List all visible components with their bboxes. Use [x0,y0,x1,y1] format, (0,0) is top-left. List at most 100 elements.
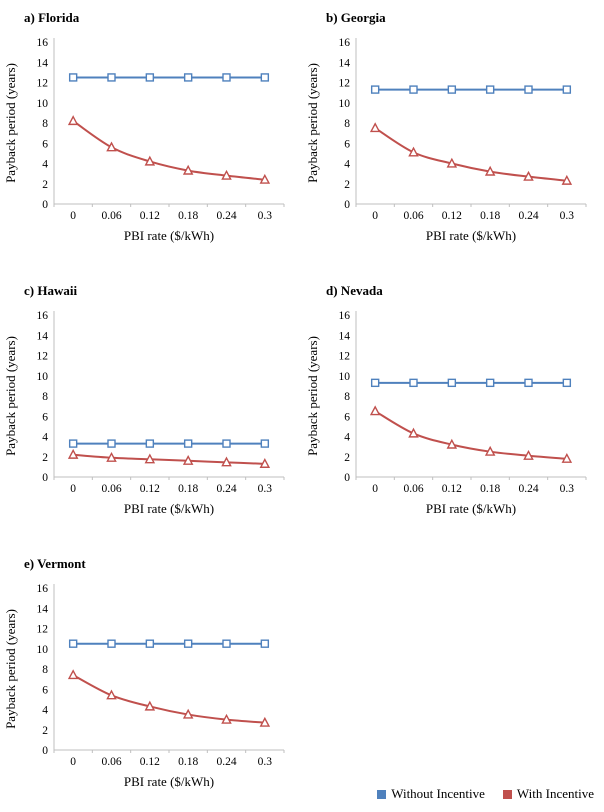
svg-text:0.12: 0.12 [140,210,160,222]
chart-plot-nevada: 0 2 4 6 8 10 12 14 16 0 0.06 0.12 0.18 0.24 0.3 PBI rat… [305,301,604,542]
svg-text:0.18: 0.18 [480,210,500,222]
svg-text:10: 10 [37,98,49,110]
chart-cell-vermont: e) Vermont 0 2 4 6 8 10 12 14 16 0 0.06 0.12 0.18 0.2… [0,546,302,812]
svg-text:12: 12 [339,351,351,363]
svg-text:0.24: 0.24 [518,483,538,495]
svg-text:0.12: 0.12 [442,210,462,222]
svg-text:0.06: 0.06 [403,210,423,222]
chart-cell-florida: a) Florida 0 2 4 6 8 10 12 14 16 0 0.06 0.12 0.18 0.2… [0,0,302,273]
svg-text:6: 6 [344,411,350,423]
svg-text:16: 16 [37,583,49,595]
legend-item-with-incentive: With Incentive [502,786,594,802]
svg-text:0.24: 0.24 [216,756,236,768]
svg-text:0.3: 0.3 [258,483,273,495]
svg-text:16: 16 [37,310,49,322]
svg-text:2: 2 [42,452,48,464]
plot-svg: 0 2 4 6 8 10 12 14 16 0 0.06 0.12 0.18 0.24 0.3 PBI rat… [3,583,285,789]
svg-text:8: 8 [344,391,350,403]
chart-cell-hawaii: c) Hawaii 0 2 4 6 8 10 12 14 16 0 0.06 0.12 0.18 0.24… [0,273,302,546]
svg-text:PBI rate ($/kWh): PBI rate ($/kWh) [426,228,516,243]
svg-text:0: 0 [70,210,76,222]
svg-text:0.06: 0.06 [403,483,423,495]
legend-swatch-with-incentive [502,789,512,799]
legend-item-without-incentive: Without Incentive [377,786,485,802]
legend-label-with-incentive: With Incentive [516,786,594,801]
svg-text:8: 8 [344,118,350,130]
svg-text:6: 6 [42,138,48,150]
svg-text:0.12: 0.12 [140,756,160,768]
svg-text:0.24: 0.24 [518,210,538,222]
svg-text:6: 6 [42,684,48,696]
svg-text:10: 10 [339,371,351,383]
svg-text:2: 2 [42,725,48,737]
svg-text:14: 14 [339,330,351,342]
svg-text:PBI rate ($/kWh): PBI rate ($/kWh) [426,501,516,516]
chart-plot-vermont: 0 2 4 6 8 10 12 14 16 0 0.06 0.12 0.18 0.24 0.3 PBI rat… [3,574,302,812]
svg-text:2: 2 [42,179,48,191]
chart-title-nevada: d) Nevada [326,283,383,298]
svg-text:0.18: 0.18 [178,756,198,768]
svg-text:8: 8 [42,391,48,403]
svg-text:2: 2 [344,452,350,464]
svg-text:0.06: 0.06 [101,756,121,768]
svg-text:10: 10 [339,98,351,110]
chart-title-vermont: e) Vermont [24,556,86,571]
svg-text:0.18: 0.18 [480,483,500,495]
svg-text:16: 16 [339,310,351,322]
svg-text:Payback period (years): Payback period (years) [306,336,320,456]
svg-text:16: 16 [339,37,351,49]
svg-text:PBI rate ($/kWh): PBI rate ($/kWh) [124,774,214,789]
chart-title-georgia: b) Georgia [326,10,386,25]
svg-text:4: 4 [344,159,350,171]
svg-text:4: 4 [42,159,48,171]
svg-text:14: 14 [339,57,351,69]
legend-cell: Without Incentive With Incentive [302,546,604,812]
svg-text:12: 12 [339,78,351,90]
svg-text:0.3: 0.3 [258,210,273,222]
chart-title-hawaii: c) Hawaii [24,283,78,298]
svg-text:0: 0 [42,199,48,211]
svg-text:12: 12 [37,351,49,363]
svg-text:4: 4 [42,432,48,444]
svg-text:0.18: 0.18 [178,483,198,495]
svg-text:4: 4 [344,432,350,444]
svg-text:PBI rate ($/kWh): PBI rate ($/kWh) [124,228,214,243]
plot-svg: 0 2 4 6 8 10 12 14 16 0 0.06 0.12 0.18 0.24 0.3 PBI rat… [305,310,587,516]
svg-text:0.3: 0.3 [560,210,575,222]
svg-text:4: 4 [42,705,48,717]
plot-svg: 0 2 4 6 8 10 12 14 16 0 0.06 0.12 0.18 0.24 0.3 PBI rat… [305,37,587,243]
svg-text:12: 12 [37,78,49,90]
svg-text:14: 14 [37,603,49,615]
chart-plot-georgia: 0 2 4 6 8 10 12 14 16 0 0.06 0.12 0.18 0.24 0.3 PBI rat… [305,28,604,269]
svg-text:16: 16 [37,37,49,49]
svg-text:Payback period (years): Payback period (years) [4,63,18,183]
svg-text:0.3: 0.3 [258,756,273,768]
chart-cell-georgia: b) Georgia 0 2 4 6 8 10 12 14 16 0 0.06 0.12 0.18 0.2… [302,0,604,273]
svg-text:0: 0 [42,472,48,484]
svg-text:0: 0 [70,483,76,495]
svg-text:0.24: 0.24 [216,483,236,495]
svg-text:14: 14 [37,57,49,69]
svg-text:0.24: 0.24 [216,210,236,222]
svg-text:0: 0 [344,199,350,211]
svg-text:0.12: 0.12 [442,483,462,495]
svg-text:6: 6 [344,138,350,150]
svg-text:0: 0 [372,483,378,495]
svg-text:Payback period (years): Payback period (years) [306,63,320,183]
svg-text:Payback period (years): Payback period (years) [4,336,18,456]
svg-text:8: 8 [42,118,48,130]
svg-text:0.06: 0.06 [101,483,121,495]
chart-legend: Without Incentive With Incentive [377,786,594,802]
svg-text:8: 8 [42,664,48,676]
legend-swatch-without-incentive [377,789,387,799]
svg-text:6: 6 [42,411,48,423]
svg-text:2: 2 [344,179,350,191]
chart-cell-nevada: d) Nevada 0 2 4 6 8 10 12 14 16 0 0.06 0.12 0.18 0.24… [302,273,604,546]
svg-text:14: 14 [37,330,49,342]
chart-plot-florida: 0 2 4 6 8 10 12 14 16 0 0.06 0.12 0.18 0.24 0.3 PBI rat… [3,28,302,269]
svg-text:0.12: 0.12 [140,483,160,495]
svg-text:0.18: 0.18 [178,210,198,222]
svg-text:10: 10 [37,371,49,383]
svg-text:10: 10 [37,644,49,656]
